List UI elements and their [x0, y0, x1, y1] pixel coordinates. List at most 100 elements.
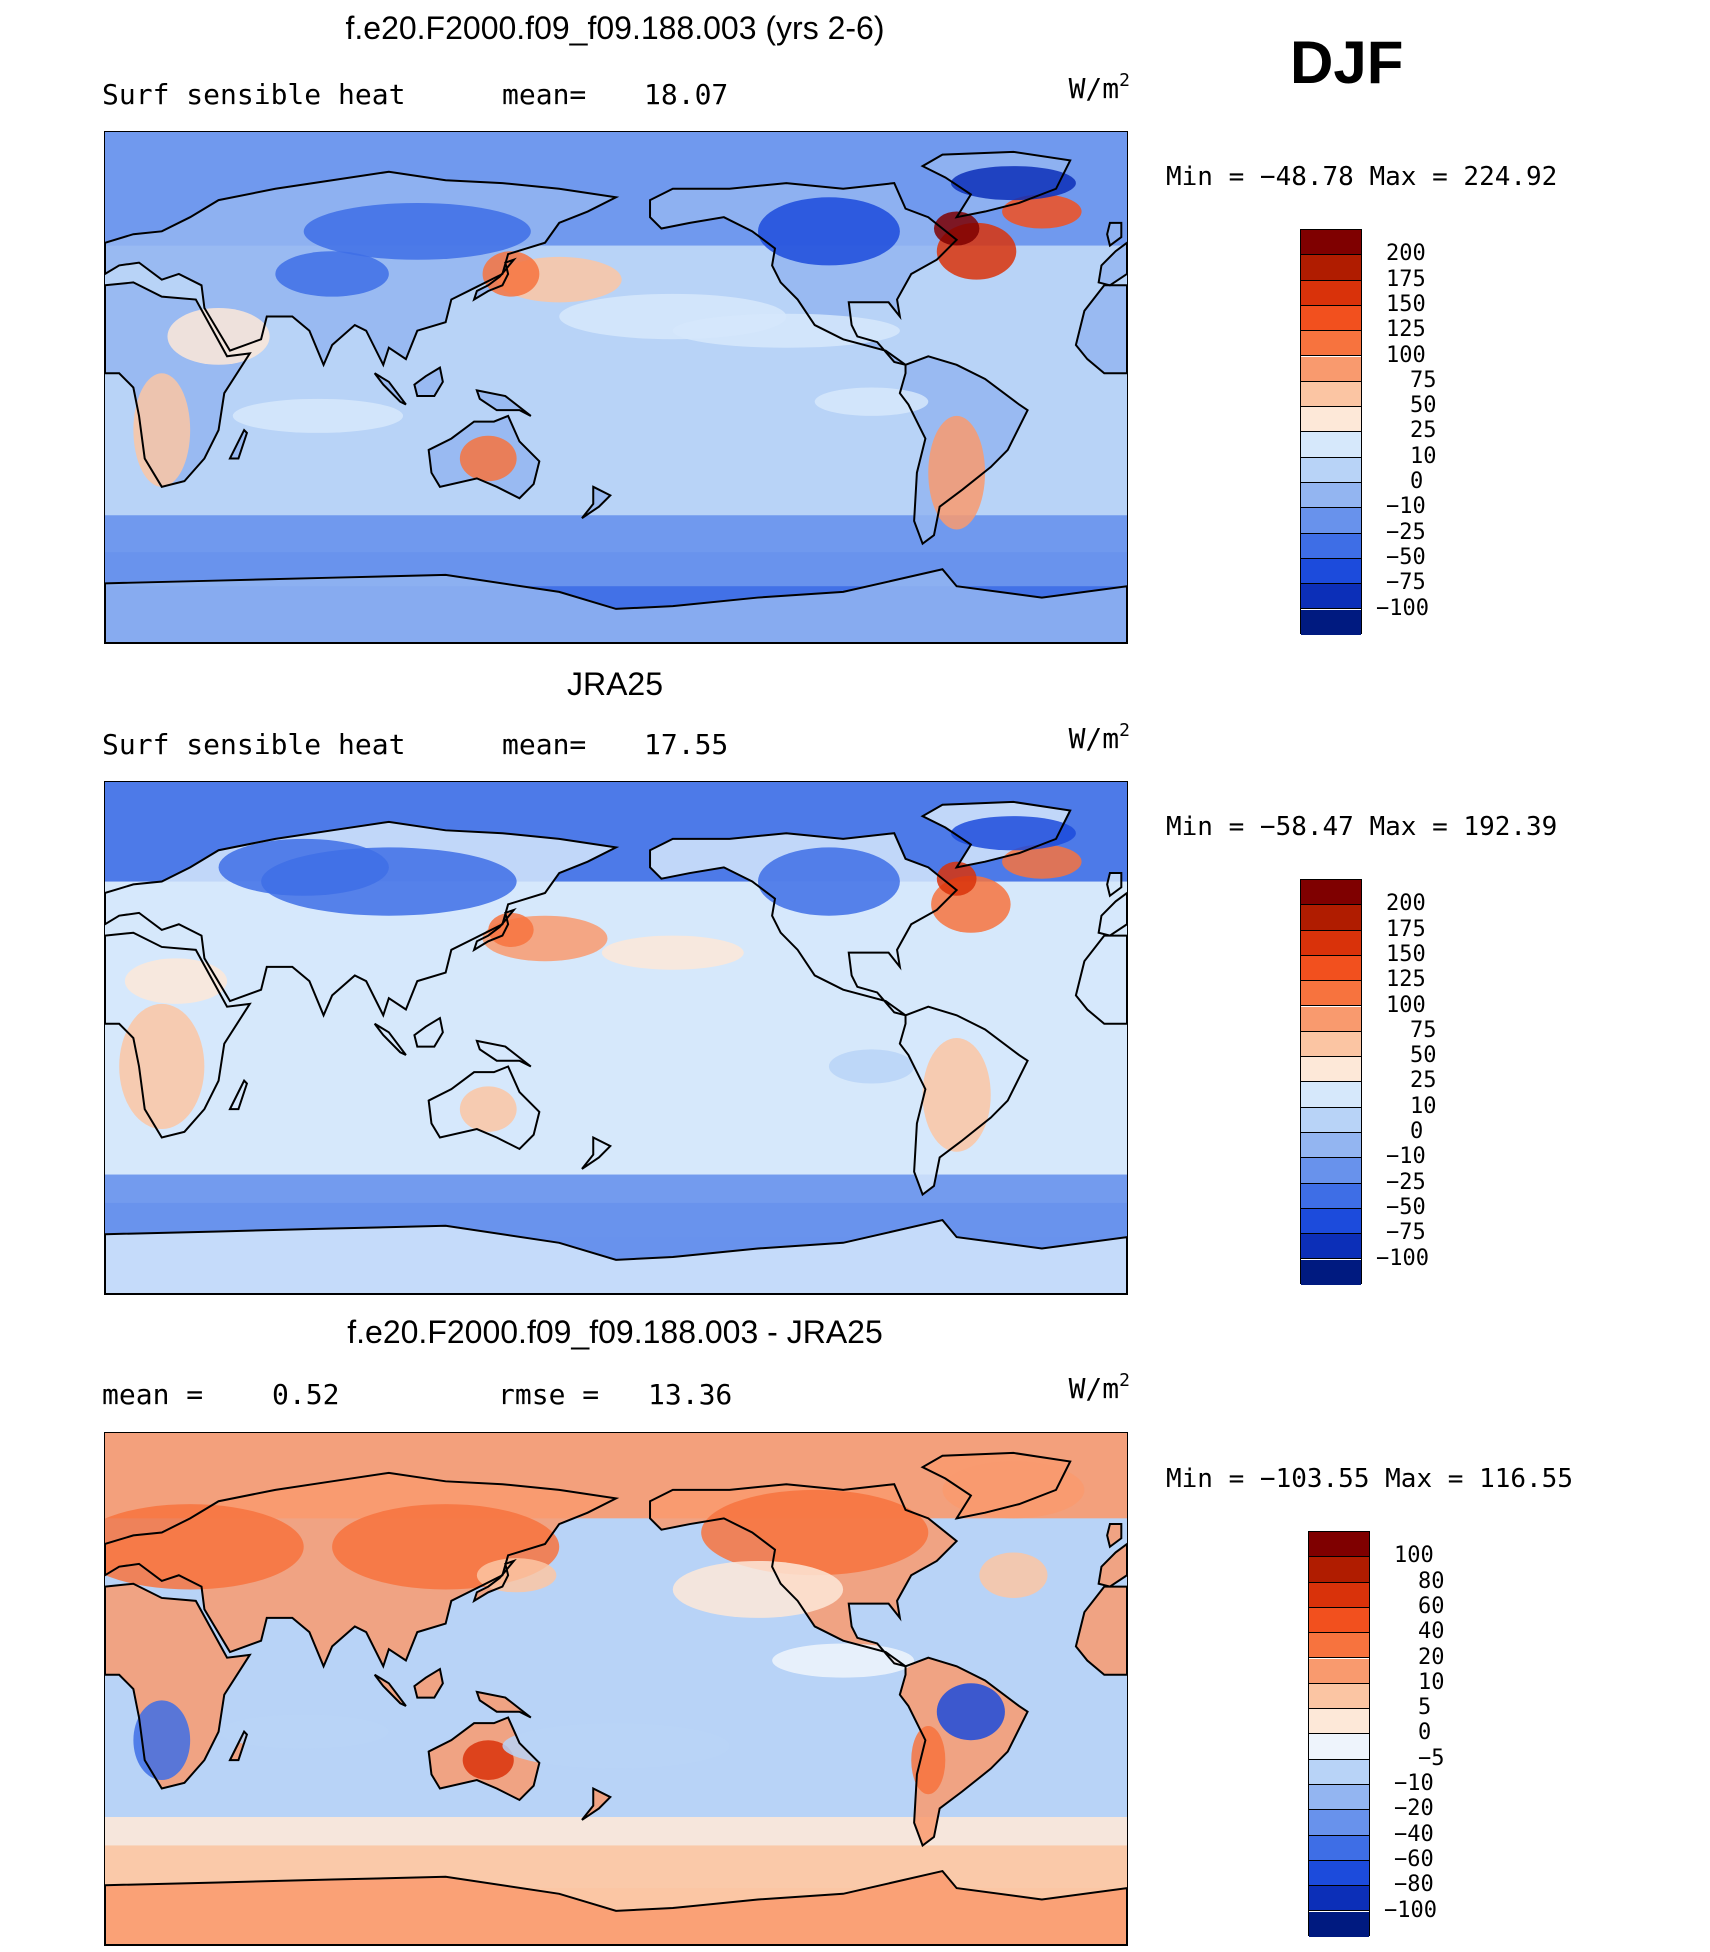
- colorbar-tick-label: −25: [1386, 1169, 1426, 1195]
- colorbar-swatch: [1301, 1133, 1361, 1159]
- colorbar-tick-label: −10: [1386, 494, 1426, 520]
- colorbar-swatch: [1301, 609, 1361, 635]
- colorbar-tick-label: 200: [1386, 241, 1426, 267]
- panel-1-minmax: Min = −48.78 Max = 224.92: [1166, 162, 1558, 192]
- coastline-samerica: [898, 1005, 1029, 1197]
- coastline-namerica: [649, 1483, 959, 1668]
- colorbar-swatch: [1301, 930, 1361, 956]
- contour-region: [167, 308, 270, 365]
- colorbar-swatch: [1301, 457, 1361, 483]
- colorbar-swatch: [1309, 1860, 1369, 1887]
- colorbar-tick-label: −100: [1376, 595, 1429, 621]
- colorbar-swatch: [1301, 1006, 1361, 1032]
- colorbar-swatch: [1301, 1259, 1361, 1285]
- contour-region: [936, 861, 977, 896]
- panel-2-map: [104, 781, 1128, 1295]
- colorbar-tick-label: 0: [1410, 469, 1424, 494]
- coastline-nz: [581, 1786, 612, 1821]
- colorbar-swatch: [1309, 1835, 1369, 1861]
- contour-region: [757, 847, 900, 916]
- contour-region: [303, 202, 531, 260]
- contour-region: [105, 1504, 304, 1590]
- contour-region: [757, 197, 900, 266]
- colorbar-tick-label: −10: [1394, 1771, 1434, 1796]
- coastline-antarctica: [105, 1869, 1127, 1945]
- land-field-uk: [1107, 1524, 1122, 1547]
- colorbar-tick-label: 80: [1418, 1568, 1445, 1594]
- contour-region: [933, 211, 980, 246]
- colorbar-swatch: [1301, 1234, 1361, 1260]
- contour-region: [218, 838, 389, 896]
- colorbar-tick-label: 100: [1386, 342, 1426, 368]
- colorbar-box: [1300, 229, 1362, 635]
- panel-1-units: W/m2: [1068, 70, 1130, 105]
- colorbar-swatch: [1301, 356, 1361, 382]
- colorbar-swatch: [1301, 1107, 1361, 1133]
- panel-1-mean-label: mean=: [502, 78, 587, 111]
- panel-2-minmax: Min = −58.47 Max = 192.39: [1166, 812, 1558, 842]
- land-field-sumatra: [374, 1674, 406, 1707]
- panel-3-minmax: Min = −103.55 Max = 116.55: [1166, 1464, 1573, 1494]
- panel-2-variable: Surf sensible heat: [102, 728, 406, 761]
- coastline-europeW: [1097, 891, 1127, 937]
- colorbar-swatch: [1309, 1709, 1369, 1735]
- contour-region: [672, 313, 900, 348]
- land-field-sumatra: [374, 1023, 406, 1056]
- colorbar-tick-label: −60: [1394, 1846, 1434, 1872]
- contour-region: [488, 912, 534, 947]
- colorbar-tick-label: 175: [1386, 266, 1426, 292]
- colorbar-swatch: [1301, 1082, 1361, 1108]
- land-field-antarctica: [105, 1871, 1127, 1945]
- colorbar-tick-label: 150: [1386, 291, 1426, 317]
- land-field-borneo: [414, 367, 443, 397]
- contour-region: [462, 1740, 514, 1781]
- panel-2-map-svg: [105, 782, 1127, 1294]
- panel-3-mean-value: 0.52: [272, 1378, 340, 1411]
- colorbar-swatch: [1301, 955, 1361, 982]
- colorbar-swatch: [1309, 1785, 1369, 1811]
- colorbar-tick-label: 150: [1386, 941, 1426, 967]
- coastline-japan: [472, 1558, 517, 1604]
- land-field-africaW: [1075, 1586, 1127, 1675]
- contour-region: [218, 1714, 389, 1749]
- contour-region: [701, 1489, 929, 1576]
- contour-region: [979, 1552, 1048, 1598]
- colorbar-tick-label: 25: [1410, 418, 1437, 444]
- contour-region: [133, 1700, 191, 1781]
- contour-region: [942, 1461, 1085, 1519]
- land-field-africaW: [1075, 285, 1127, 374]
- colorbar-swatch: [1309, 1734, 1369, 1760]
- colorbar-swatch: [1301, 331, 1361, 357]
- colorbar-tick-label: 5: [1418, 1695, 1432, 1721]
- colorbar-swatch: [1309, 1759, 1369, 1785]
- colorbar-swatch: [1309, 1557, 1369, 1583]
- colorbar-tick-label: 10: [1418, 1669, 1445, 1695]
- colorbar-swatch: [1301, 905, 1361, 931]
- coastline-newguinea: [475, 1690, 532, 1719]
- contour-region: [828, 1049, 915, 1084]
- coastline-uk: [1106, 221, 1123, 248]
- colorbar-tick-label: 200: [1386, 891, 1426, 917]
- coastline-greenland: [920, 800, 1072, 869]
- land-field-antarctica: [105, 1220, 1127, 1294]
- colorbar-tick-label: 75: [1410, 1017, 1437, 1043]
- contour-region: [459, 1086, 517, 1132]
- panel-3-mean-label: mean =: [102, 1378, 204, 1411]
- contour-region: [275, 251, 389, 297]
- coastline-africaW: [1074, 1585, 1127, 1676]
- colorbar-swatch: [1309, 1810, 1369, 1836]
- colorbar-tick-label: 50: [1410, 1043, 1437, 1069]
- colorbar-swatch: [1301, 305, 1361, 332]
- colorbar-tick-label: 40: [1418, 1619, 1445, 1645]
- colorbar-tick-label: −50: [1386, 1194, 1426, 1220]
- panel-1-title: f.e20.F2000.f09_f09.188.003 (yrs 2-6): [345, 10, 885, 46]
- colorbar-tick-label: 125: [1386, 967, 1426, 993]
- coastline-australia: [427, 414, 541, 500]
- contour-region: [936, 1683, 1005, 1741]
- panel-3-map-svg: [105, 1433, 1127, 1945]
- coastline-greenland: [920, 1451, 1072, 1520]
- colorbar-tick-label: 100: [1394, 1543, 1434, 1569]
- coastline-namerica: [649, 832, 959, 1017]
- colorbar-swatch: [1301, 533, 1361, 559]
